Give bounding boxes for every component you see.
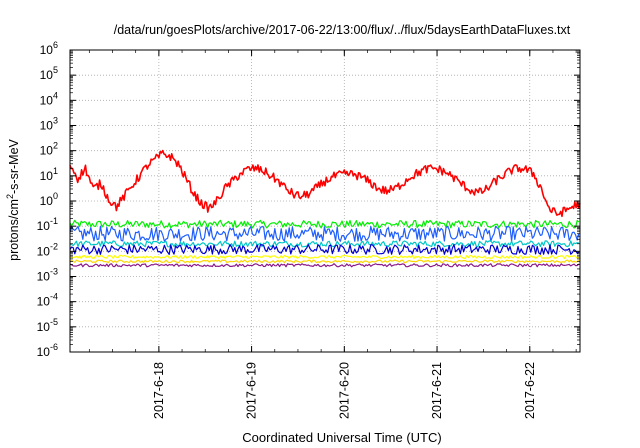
x-tick-label: 2017-6-18 <box>152 362 166 419</box>
y-tick-exponent: -6 <box>50 342 58 352</box>
y-tick-label: 10-1 <box>37 216 58 233</box>
y-tick-exponent: -1 <box>50 216 58 226</box>
y-tick-base: 10 <box>37 219 51 233</box>
axes <box>69 49 581 353</box>
y-tick-base: 10 <box>37 320 51 334</box>
y-tick-exponent: 6 <box>53 40 58 50</box>
series-line <box>69 240 579 248</box>
x-tick-label: 2017-6-20 <box>337 362 351 419</box>
grid <box>70 50 580 352</box>
y-tick-label: 10-4 <box>37 292 58 309</box>
series-line <box>69 225 580 242</box>
plot-frame <box>69 49 581 353</box>
chart-title: /data/run/goesPlots/archive/2017-06-22/1… <box>114 23 571 37</box>
series-line <box>69 254 580 259</box>
y-tick-base: 10 <box>37 295 51 309</box>
y-tick-exponent: 5 <box>53 65 58 75</box>
series-line <box>69 244 580 255</box>
y-tick-label: 101 <box>40 166 58 183</box>
y-tick-label: 105 <box>40 65 58 82</box>
y-tick-labels: 10-610-510-410-310-210-11001011021031041… <box>37 40 58 359</box>
series-line <box>69 259 580 264</box>
y-tick-exponent: -2 <box>50 241 58 251</box>
y-tick-exponent: -5 <box>50 317 58 327</box>
x-tick-labels: 2017-6-18 2017-6-19 2017-6-20 2017-6-21 2017… <box>152 362 537 419</box>
y-tick-exponent: -3 <box>50 267 58 277</box>
y-tick-base: 10 <box>37 270 51 284</box>
y-tick-base: 10 <box>40 43 54 57</box>
y-tick-label: 10-5 <box>37 317 58 334</box>
y-tick-base: 10 <box>40 93 54 107</box>
y-tick-exponent: 3 <box>53 116 58 126</box>
y-tick-label: 104 <box>40 90 58 107</box>
y-tick-base: 10 <box>40 144 54 158</box>
y-tick-exponent: -4 <box>50 292 58 302</box>
y-tick-label: 10-2 <box>37 241 58 258</box>
series-line <box>69 149 581 218</box>
y-tick-exponent: 0 <box>53 191 58 201</box>
y-tick-label: 106 <box>40 40 58 57</box>
y-axis-label: protons/cm2-s-sr-MeV <box>5 138 21 260</box>
y-tick-label: 10-3 <box>37 267 58 284</box>
series-layer <box>69 149 581 268</box>
x-tick-label: 2017-6-22 <box>523 362 537 419</box>
y-tick-exponent: 4 <box>53 90 58 100</box>
y-tick-base: 10 <box>37 244 51 258</box>
y-tick-exponent: 1 <box>53 166 58 176</box>
y-tick-base: 10 <box>37 345 51 359</box>
y-tick-base: 10 <box>40 68 54 82</box>
series-line <box>69 219 580 229</box>
y-tick-label: 100 <box>40 191 58 208</box>
y-tick-exponent: 2 <box>53 141 58 151</box>
y-tick-label: 102 <box>40 141 58 158</box>
x-tick-label: 2017-6-19 <box>245 362 259 419</box>
y-tick-base: 10 <box>40 119 54 133</box>
x-tick-label: 2017-6-21 <box>430 362 444 419</box>
x-axis-label: Coordinated Universal Time (UTC) <box>242 430 441 445</box>
y-tick-label: 10-6 <box>37 342 58 359</box>
y-tick-label: 103 <box>40 116 58 133</box>
series-line <box>69 263 580 268</box>
y-tick-base: 10 <box>40 169 54 183</box>
y-tick-base: 10 <box>40 194 54 208</box>
